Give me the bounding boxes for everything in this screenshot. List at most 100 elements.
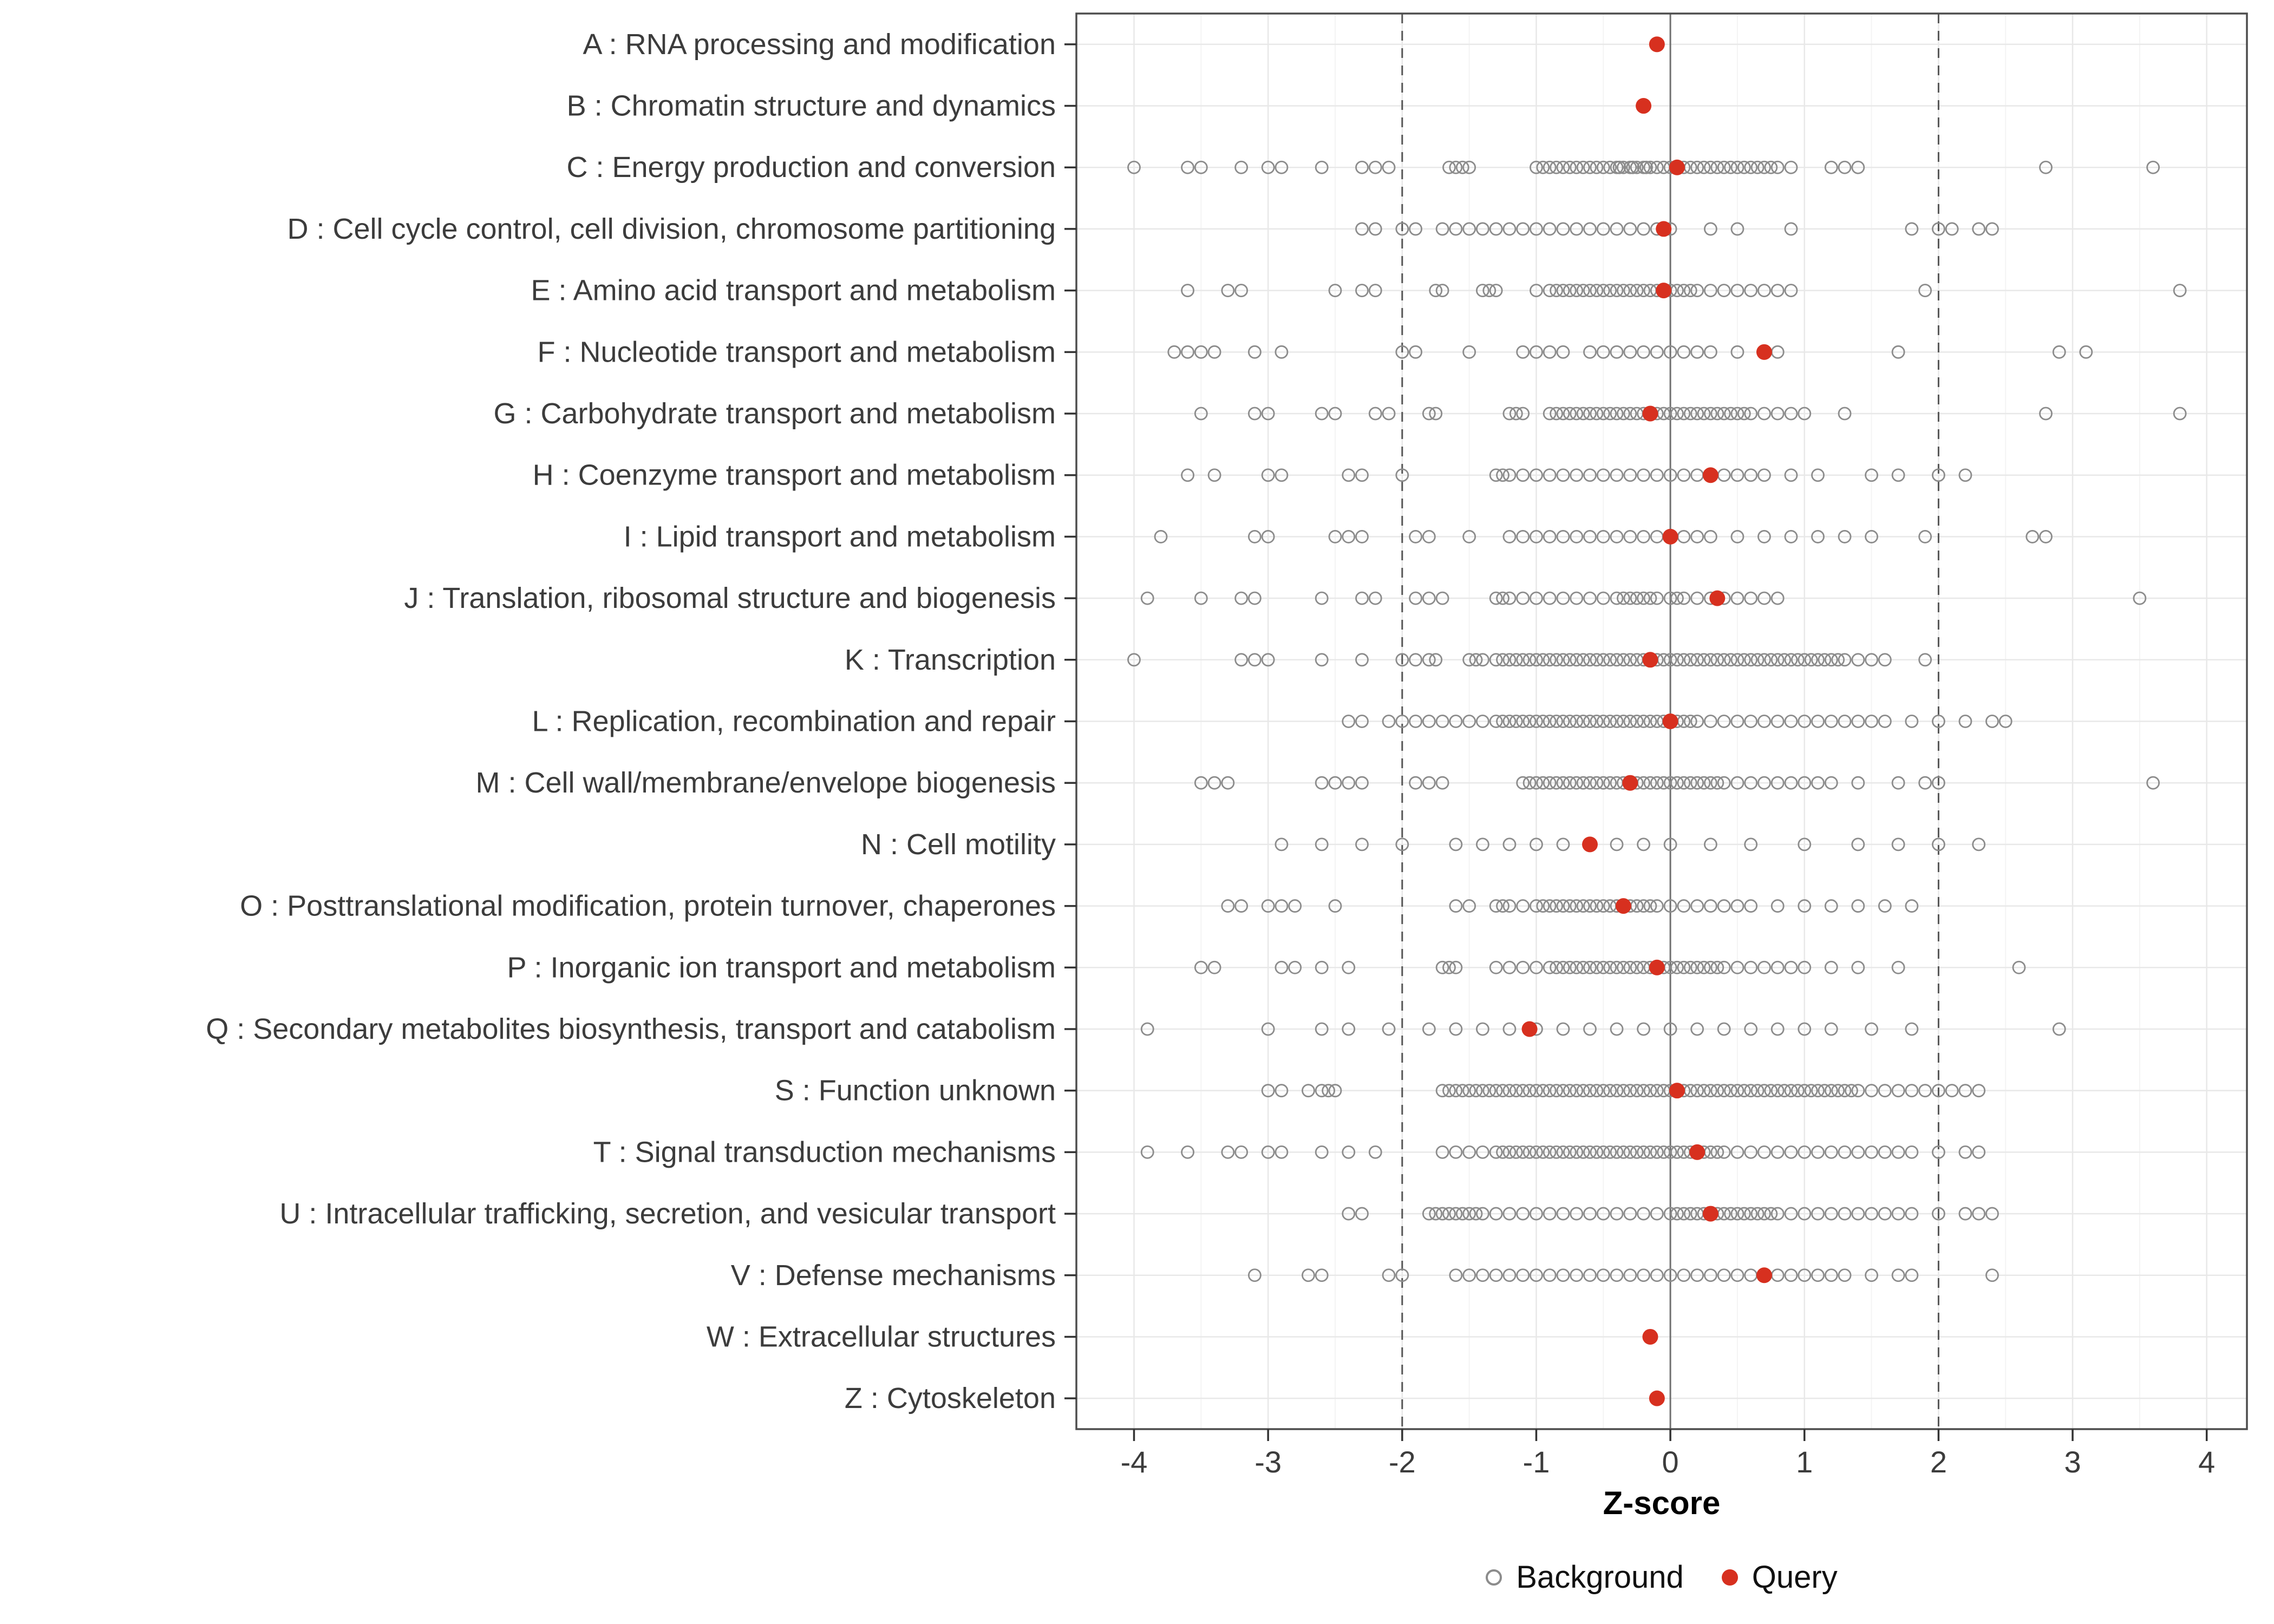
background-point bbox=[1449, 1268, 1463, 1282]
background-point bbox=[1516, 530, 1530, 543]
background-point bbox=[1570, 653, 1584, 667]
background-point bbox=[1556, 776, 1570, 790]
background-point bbox=[1475, 653, 1489, 667]
background-point bbox=[1530, 960, 1543, 974]
background-point bbox=[1623, 591, 1637, 605]
background-point bbox=[1610, 345, 1624, 359]
background-point bbox=[1596, 1268, 1610, 1282]
background-point bbox=[1422, 776, 1436, 790]
background-point bbox=[1355, 222, 1369, 236]
background-point bbox=[1475, 1022, 1489, 1036]
background-point bbox=[1315, 591, 1329, 605]
background-point bbox=[2039, 530, 2053, 543]
background-point bbox=[1610, 1145, 1624, 1159]
background-point bbox=[1496, 899, 1510, 913]
legend-item-background: Background bbox=[1486, 1559, 1684, 1595]
background-point bbox=[1462, 1268, 1476, 1282]
background-point bbox=[1744, 160, 1758, 174]
background-point bbox=[1663, 468, 1677, 482]
background-point bbox=[1798, 899, 1812, 913]
background-point bbox=[1550, 776, 1563, 790]
background-point bbox=[1657, 776, 1671, 790]
background-point bbox=[1811, 776, 1825, 790]
background-point bbox=[1717, 776, 1731, 790]
background-point bbox=[1730, 653, 1744, 667]
background-point bbox=[1650, 899, 1664, 913]
background-point bbox=[1563, 715, 1577, 728]
background-point bbox=[1207, 345, 1221, 359]
background-point bbox=[1824, 1207, 1838, 1221]
background-point bbox=[1865, 530, 1878, 543]
background-point bbox=[1791, 653, 1805, 667]
background-point bbox=[1703, 222, 1717, 236]
background-point bbox=[1261, 530, 1275, 543]
background-point bbox=[1502, 407, 1517, 421]
category-label: B : Chromatin structure and dynamics bbox=[567, 90, 1056, 122]
background-point bbox=[1489, 1207, 1503, 1221]
background-point bbox=[1489, 1084, 1503, 1098]
background-point bbox=[1690, 1084, 1704, 1098]
background-point bbox=[1502, 530, 1517, 543]
background-point bbox=[1489, 284, 1503, 298]
background-point bbox=[1677, 653, 1691, 667]
background-point bbox=[1623, 960, 1637, 974]
background-point bbox=[1878, 1207, 1892, 1221]
background-point bbox=[1617, 591, 1630, 605]
background-point bbox=[1637, 591, 1650, 605]
background-point bbox=[1583, 960, 1597, 974]
background-point bbox=[1603, 1084, 1617, 1098]
background-point bbox=[1603, 653, 1617, 667]
background-point bbox=[1690, 345, 1704, 359]
background-point bbox=[1690, 653, 1704, 667]
background-point bbox=[1630, 591, 1644, 605]
background-point bbox=[1878, 899, 1892, 913]
background-point bbox=[1778, 653, 1792, 667]
background-point bbox=[1435, 591, 1449, 605]
background-point bbox=[1663, 837, 1677, 852]
category-label: U : Intracellular trafficking, secretion… bbox=[279, 1197, 1056, 1230]
background-point bbox=[1905, 1022, 1919, 1036]
background-point bbox=[1315, 1145, 1329, 1159]
background-point bbox=[1181, 160, 1194, 174]
background-point bbox=[1496, 1145, 1510, 1159]
background-point bbox=[1536, 776, 1550, 790]
background-point bbox=[1509, 1084, 1523, 1098]
background-point bbox=[1275, 468, 1289, 482]
background-point bbox=[1670, 591, 1684, 605]
background-point bbox=[1234, 1145, 1249, 1159]
background-point bbox=[1663, 899, 1677, 913]
background-point bbox=[1543, 1084, 1557, 1098]
background-point bbox=[1509, 653, 1523, 667]
background-point bbox=[1677, 345, 1691, 359]
background-point bbox=[1221, 1145, 1235, 1159]
background-point bbox=[1637, 1207, 1650, 1221]
background-point bbox=[1556, 899, 1570, 913]
query-point bbox=[1656, 221, 1672, 237]
background-point bbox=[1958, 468, 1972, 482]
background-point bbox=[1798, 407, 1812, 421]
background-point bbox=[1603, 715, 1617, 728]
background-point bbox=[1617, 284, 1630, 298]
background-point bbox=[1610, 1022, 1624, 1036]
background-point bbox=[2039, 160, 2053, 174]
background-point bbox=[1623, 1145, 1637, 1159]
background-point bbox=[1610, 653, 1624, 667]
background-point bbox=[1630, 715, 1644, 728]
background-point bbox=[1617, 407, 1630, 421]
background-point bbox=[1181, 345, 1194, 359]
background-point bbox=[1737, 407, 1751, 421]
background-point bbox=[1663, 345, 1677, 359]
background-point bbox=[1502, 468, 1517, 482]
background-point bbox=[1509, 1145, 1523, 1159]
background-point bbox=[1945, 222, 1959, 236]
background-point bbox=[1570, 284, 1584, 298]
background-point bbox=[1617, 1084, 1630, 1098]
background-point bbox=[1496, 468, 1510, 482]
background-point bbox=[1543, 653, 1557, 667]
background-point bbox=[1610, 222, 1624, 236]
background-point bbox=[1697, 653, 1711, 667]
background-point bbox=[1181, 284, 1194, 298]
category-label: K : Transcription bbox=[845, 644, 1056, 676]
background-point bbox=[1502, 591, 1517, 605]
